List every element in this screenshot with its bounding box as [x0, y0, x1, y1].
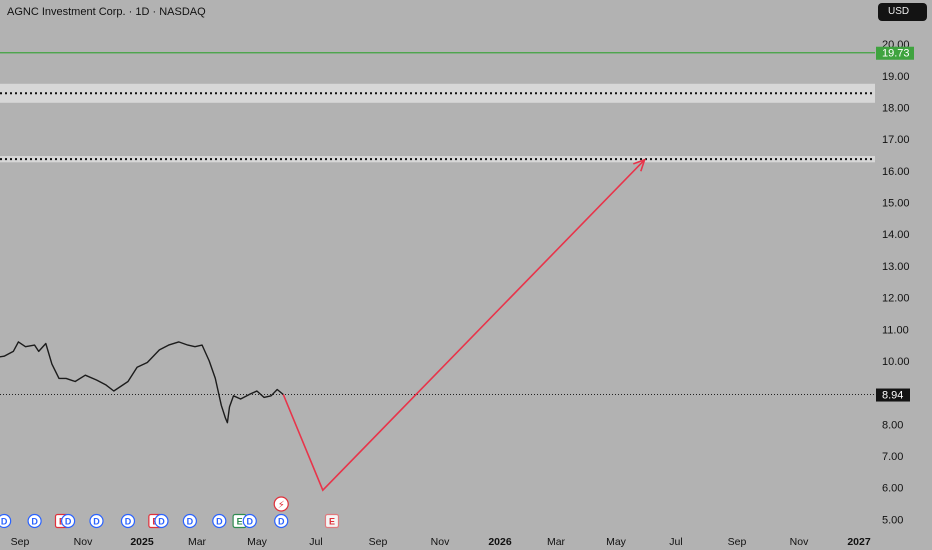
dividend-marker-icon [242, 513, 257, 529]
x-tick-label: Jul [669, 536, 682, 548]
dividend-marker-icon [27, 513, 42, 529]
symbol-title[interactable]: AGNC Investment Corp. · 1D · NASDAQ [7, 6, 206, 18]
y-tick-label: 17.00 [882, 134, 910, 146]
x-tick-label: Jul [309, 536, 322, 548]
y-tick-label: 13.00 [882, 261, 910, 273]
y-tick-label: 8.00 [882, 419, 903, 431]
event-marker-glyph: E [237, 517, 243, 527]
y-tick-label: 5.00 [882, 514, 903, 526]
y-tick-label: 15.00 [882, 198, 910, 210]
projection-arrowhead [633, 158, 646, 172]
dividend-marker-icon [182, 513, 197, 529]
zone-rect [0, 156, 875, 163]
resistance-label-bg [876, 46, 914, 60]
x-tick-label: Nov [431, 536, 450, 548]
event-marker-glyph: D [187, 517, 194, 527]
x-tick-label: 2027 [847, 536, 871, 548]
price-series-line [0, 341, 284, 424]
event-marker-glyph: D [1, 517, 8, 527]
x-tick-label: Sep [369, 536, 388, 548]
dividend-marker-icon [212, 513, 227, 529]
earnings-marker-icon [324, 513, 340, 529]
x-tick-label: Nov [790, 536, 809, 548]
dividend-marker-icon [0, 513, 12, 529]
event-marker-glyph: D [93, 517, 100, 527]
dividend-marker-icon [154, 513, 169, 529]
zone-rect [0, 83, 875, 103]
y-tick-label: 6.00 [882, 483, 903, 495]
dividend-marker-icon [60, 513, 76, 529]
y-tick-label: 10.00 [882, 356, 910, 368]
x-tick-label: Mar [547, 536, 566, 548]
event-marker-glyph: D [31, 517, 38, 527]
event-marker-glyph: D [125, 517, 132, 527]
y-tick-label: 16.00 [882, 166, 910, 178]
y-tick-label: 12.00 [882, 293, 910, 305]
y-tick-label: 19.00 [882, 71, 910, 83]
currency-button[interactable]: USD [878, 3, 927, 21]
x-tick-label: Sep [728, 536, 747, 548]
event-marker-glyph: D [216, 517, 223, 527]
dividend-marker-icon [120, 513, 136, 529]
event-marker-glyph: D [158, 517, 165, 527]
current-price-label-bg [876, 388, 910, 402]
split-marker-glyph: ⚡ [278, 500, 285, 511]
current-price-label: 8.94 [882, 390, 903, 402]
event-marker-glyph: D [278, 517, 285, 527]
x-tick-label: May [247, 536, 268, 548]
x-tick-label: Sep [11, 536, 30, 548]
dividend-marker-icon [89, 513, 104, 529]
y-tick-label: 7.00 [882, 451, 903, 463]
x-tick-label: May [606, 536, 627, 548]
split-marker-icon [273, 496, 289, 512]
resistance-price-label: 19.73 [882, 48, 910, 60]
event-marker-glyph: D [247, 517, 254, 527]
y-tick-label: 11.00 [882, 324, 909, 336]
dividend-marker-icon [274, 513, 289, 529]
x-tick-label: 2025 [130, 536, 154, 548]
y-tick-label: 14.00 [882, 229, 910, 241]
event-marker-glyph: E [329, 517, 335, 527]
y-tick-label: 18.00 [882, 103, 910, 115]
x-tick-label: Mar [188, 536, 207, 548]
x-tick-label: 2026 [488, 536, 512, 548]
projection-path [282, 159, 646, 492]
x-tick-label: Nov [74, 536, 93, 548]
event-marker-glyph: D [65, 517, 72, 527]
